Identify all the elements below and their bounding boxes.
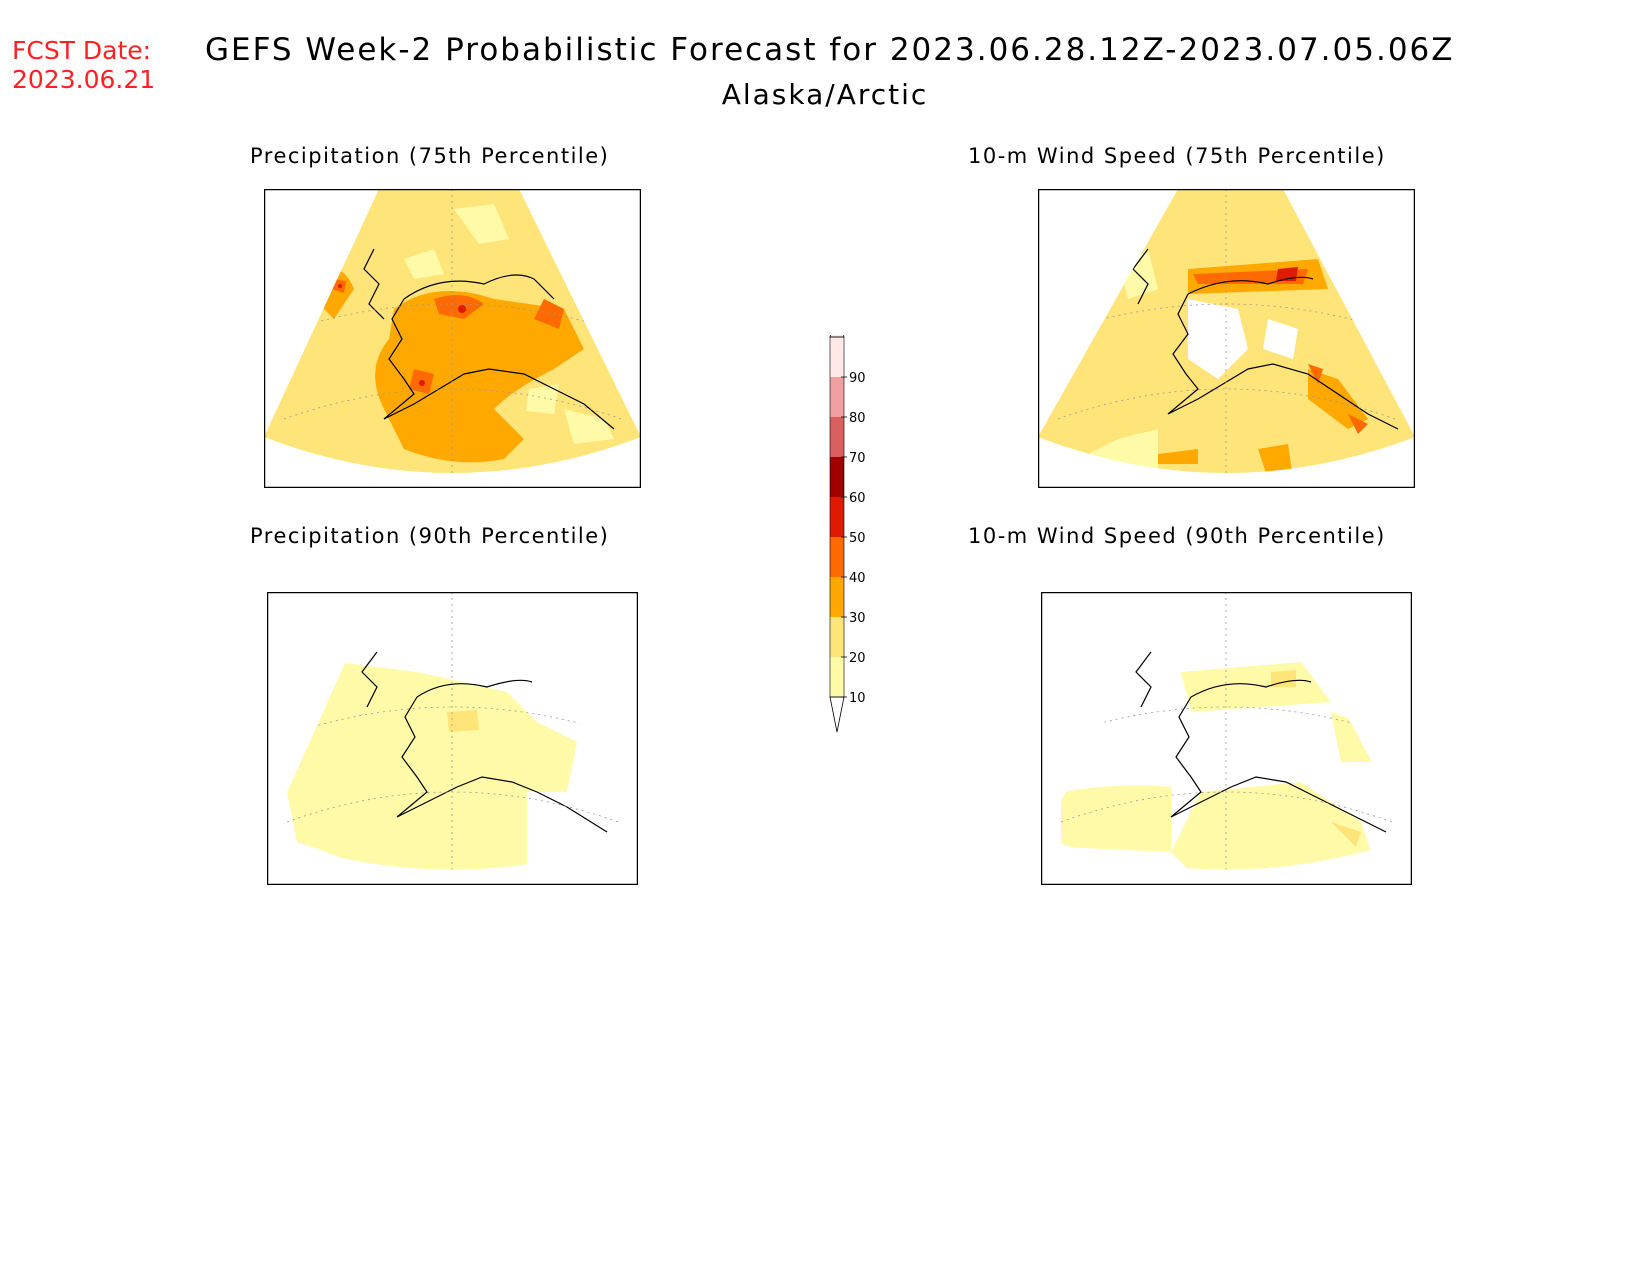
legend-swatch — [830, 577, 844, 617]
legend-tick-label: 10 — [849, 691, 866, 706]
map-wind-90 — [1041, 592, 1412, 885]
legend-tick-label: 40 — [849, 571, 866, 586]
legend-tick-label: 50 — [849, 531, 866, 546]
forecast-date-label: FCST Date: 2023.06.21 — [12, 36, 155, 94]
page-title: GEFS Week-2 Probabilistic Forecast for 2… — [205, 32, 1455, 68]
legend-outline — [829, 336, 845, 698]
region-subtitle: Alaska/Arctic — [721, 78, 929, 111]
legend-arrow-bottom — [829, 696, 845, 733]
legend-swatch — [830, 337, 844, 377]
legend-swatch — [830, 537, 844, 577]
legend-tick-label: 20 — [849, 651, 866, 666]
legend-tick-label: 70 — [849, 451, 866, 466]
legend-tick-label: 90 — [849, 371, 866, 386]
legend-swatch — [830, 377, 844, 417]
legend-swatch — [830, 417, 844, 457]
panel-title-wind-90: 10-m Wind Speed (90th Percentile) — [968, 524, 1386, 548]
legend-tick-label: 80 — [849, 411, 866, 426]
legend-swatch — [830, 657, 844, 697]
panel-title-wind-75: 10-m Wind Speed (75th Percentile) — [968, 144, 1386, 168]
legend-tick-label: 60 — [849, 491, 866, 506]
panel-title-precip-90: Precipitation (90th Percentile) — [250, 524, 610, 548]
map-precip-90 — [267, 592, 638, 885]
map-precip-75 — [264, 189, 641, 488]
legend-swatch — [830, 457, 844, 497]
panel-title-precip-75: Precipitation (75th Percentile) — [250, 144, 610, 168]
fcst-date-value: 2023.06.21 — [12, 65, 156, 94]
map-wind-75 — [1038, 189, 1415, 488]
fcst-date-caption: FCST Date: — [12, 36, 152, 65]
legend-swatch — [830, 497, 844, 537]
color-legend: 10 20 30 40 50 60 70 80 90 — [820, 301, 880, 739]
legend-swatch — [830, 617, 844, 657]
legend-tick-label: 30 — [849, 611, 866, 626]
